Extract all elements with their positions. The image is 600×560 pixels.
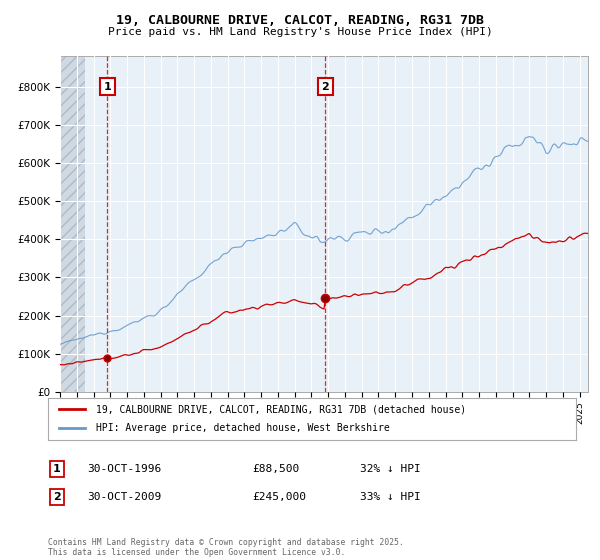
Text: 1: 1 bbox=[104, 82, 112, 91]
Text: 2: 2 bbox=[322, 82, 329, 91]
Bar bbox=[60, 56, 85, 392]
Text: 19, CALBOURNE DRIVE, CALCOT, READING, RG31 7DB: 19, CALBOURNE DRIVE, CALCOT, READING, RG… bbox=[116, 14, 484, 27]
Text: 2: 2 bbox=[53, 492, 61, 502]
Text: Contains HM Land Registry data © Crown copyright and database right 2025.
This d: Contains HM Land Registry data © Crown c… bbox=[48, 538, 404, 557]
Text: 1: 1 bbox=[53, 464, 61, 474]
Text: 32% ↓ HPI: 32% ↓ HPI bbox=[360, 464, 421, 474]
Text: £88,500: £88,500 bbox=[252, 464, 299, 474]
Text: HPI: Average price, detached house, West Berkshire: HPI: Average price, detached house, West… bbox=[95, 423, 389, 433]
Text: 30-OCT-2009: 30-OCT-2009 bbox=[87, 492, 161, 502]
Text: 30-OCT-1996: 30-OCT-1996 bbox=[87, 464, 161, 474]
Text: 33% ↓ HPI: 33% ↓ HPI bbox=[360, 492, 421, 502]
Text: £245,000: £245,000 bbox=[252, 492, 306, 502]
Text: Price paid vs. HM Land Registry's House Price Index (HPI): Price paid vs. HM Land Registry's House … bbox=[107, 27, 493, 37]
Text: 19, CALBOURNE DRIVE, CALCOT, READING, RG31 7DB (detached house): 19, CALBOURNE DRIVE, CALCOT, READING, RG… bbox=[95, 404, 466, 414]
